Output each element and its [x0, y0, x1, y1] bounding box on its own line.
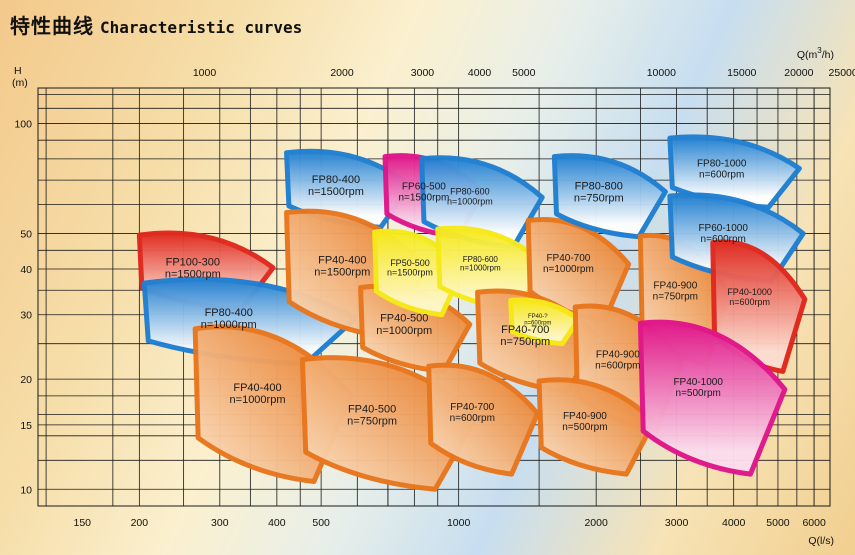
curve-label-speed: n=750rpm — [574, 192, 624, 204]
x-top-tick-label: 4000 — [468, 67, 492, 79]
x-bottom-tick-label: 300 — [211, 517, 229, 529]
y-axis-label-unit: (m) — [12, 77, 28, 89]
x-bottom-tick-label: 5000 — [766, 517, 790, 529]
curve-label-model: FP40-500 — [348, 404, 396, 416]
x-bottom-tick-label: 4000 — [722, 517, 746, 529]
curve-label-model: FP80-400 — [312, 174, 360, 186]
curve-label-model: FP80-1000 — [697, 158, 747, 169]
x-top-tick-label: 20000 — [784, 67, 813, 79]
x-bottom-tick-label: 500 — [312, 517, 330, 529]
x-bottom-tick-label: 6000 — [802, 517, 826, 529]
y-tick-label: 15 — [20, 420, 32, 432]
curve-regions — [136, 134, 808, 492]
curve-label-speed: n=600rpm — [524, 321, 551, 327]
curve-label-model: FP40-400 — [233, 382, 281, 394]
y-tick-label: 10 — [20, 484, 32, 496]
curve-label-speed: n=1500rpm — [308, 186, 364, 198]
pump-region-fp40-1000-22 — [637, 319, 788, 477]
curve-label-speed: n=600rpm — [729, 297, 770, 307]
curve-label-speed: n=1500rpm — [314, 267, 370, 279]
curve-label-model: FP40-400 — [318, 255, 366, 267]
y-tick-label: 100 — [14, 118, 32, 130]
curve-label-speed: n=1500rpm — [387, 268, 433, 278]
curve-label-speed: n=1000rpm — [376, 325, 432, 337]
curve-label-model: FP40-900 — [596, 349, 640, 360]
y-tick-label: 20 — [20, 374, 32, 386]
y-tick-label: 50 — [20, 229, 32, 241]
curve-label-speed: n=750rpm — [653, 291, 698, 302]
x-top-axis-label: Q(m3/h) — [797, 46, 834, 61]
curve-label-speed: n=1000rpm — [543, 264, 594, 275]
curve-label-model: FP40-? — [528, 314, 548, 320]
curve-label-model: FP80-600 — [463, 255, 499, 264]
curve-labels: FP100-300n=1500rpmFP80-400n=1000rpmFP80-… — [165, 158, 772, 433]
curve-label-speed: n=600rpm — [699, 169, 744, 180]
curve-label-speed: n=600rpm — [450, 413, 495, 424]
curve-label-model: FP40-1000 — [727, 287, 772, 297]
curve-label-speed: n=750rpm — [500, 336, 550, 348]
curve-label-speed: n=1500rpm — [165, 269, 221, 281]
curve-label-model: FP50-500 — [390, 258, 430, 268]
chart-title: 特性曲线 Characteristic curves — [10, 10, 302, 39]
curve-label-model: FP40-700 — [450, 402, 494, 413]
x-top-tick-label: 10000 — [647, 67, 676, 79]
x-bottom-tick-label: 400 — [268, 517, 286, 529]
x-top-tick-label: 2000 — [330, 67, 354, 79]
curve-label-speed: n=1000rpm — [230, 394, 286, 406]
y-axis-label-h: H — [14, 65, 22, 77]
chart-title-cn: 特性曲线 — [10, 14, 94, 38]
plot-frame — [37, 87, 831, 507]
curve-label-speed: n=1000rpm — [201, 319, 257, 331]
x-top-tick-label: 15000 — [727, 67, 756, 79]
curve-label-speed: n=750rpm — [347, 416, 397, 428]
curve-label-model: FP40-900 — [653, 280, 697, 291]
curve-label-speed: n=600rpm — [701, 234, 746, 245]
curve-label-model: FP60-1000 — [698, 223, 748, 234]
curve-label-model: FP80-800 — [575, 180, 623, 192]
curve-label-model: FP80-600 — [450, 187, 490, 197]
curve-label-model: FP40-700 — [501, 324, 549, 336]
pump-region-fp40--14 — [508, 297, 581, 347]
x-bottom-axis-label: Q(l/s) — [808, 535, 834, 547]
x-top-tick-label: 3000 — [411, 67, 435, 79]
x-top-tick-label: 5000 — [512, 67, 536, 79]
curve-label-speed: n=500rpm — [676, 388, 721, 399]
curve-label-model: FP40-500 — [380, 313, 428, 325]
curve-label-speed: n=1000rpm — [460, 264, 501, 273]
x-bottom-tick-label: 2000 — [584, 517, 608, 529]
curve-label-speed: n=600rpm — [595, 360, 640, 371]
axes: H(m) 10 15 20 30 40 50 100 150 200 300 400 500 1000 20… — [12, 46, 855, 547]
chart-title-en: Characteristic curves — [100, 18, 303, 37]
y-tick-label: 30 — [20, 310, 32, 322]
curve-label-model: FP40-700 — [546, 253, 590, 264]
pump-region-fp80-800-15 — [551, 153, 668, 240]
curve-label-model: FP40-1000 — [673, 377, 723, 388]
x-top-tick-label: 25000 — [829, 67, 855, 79]
curve-label-model: FP40-900 — [563, 411, 607, 422]
x-bottom-tick-label: 3000 — [665, 517, 689, 529]
curve-label-speed: n=1000rpm — [447, 197, 493, 207]
pump-region-fp40-700-13 — [426, 362, 541, 477]
curve-label-speed: n=1500rpm — [398, 192, 449, 203]
y-tick-label: 40 — [20, 264, 32, 276]
curve-label-speed: n=500rpm — [562, 422, 607, 433]
curve-label-model: FP60-500 — [402, 181, 446, 192]
x-bottom-tick-label: 200 — [131, 517, 149, 529]
curve-label-model: FP80-400 — [205, 307, 253, 319]
x-top-tick-label: 1000 — [193, 67, 217, 79]
x-bottom-tick-label: 1000 — [447, 517, 471, 529]
x-bottom-tick-label: 150 — [74, 517, 92, 529]
curve-label-model: FP100-300 — [166, 256, 220, 268]
